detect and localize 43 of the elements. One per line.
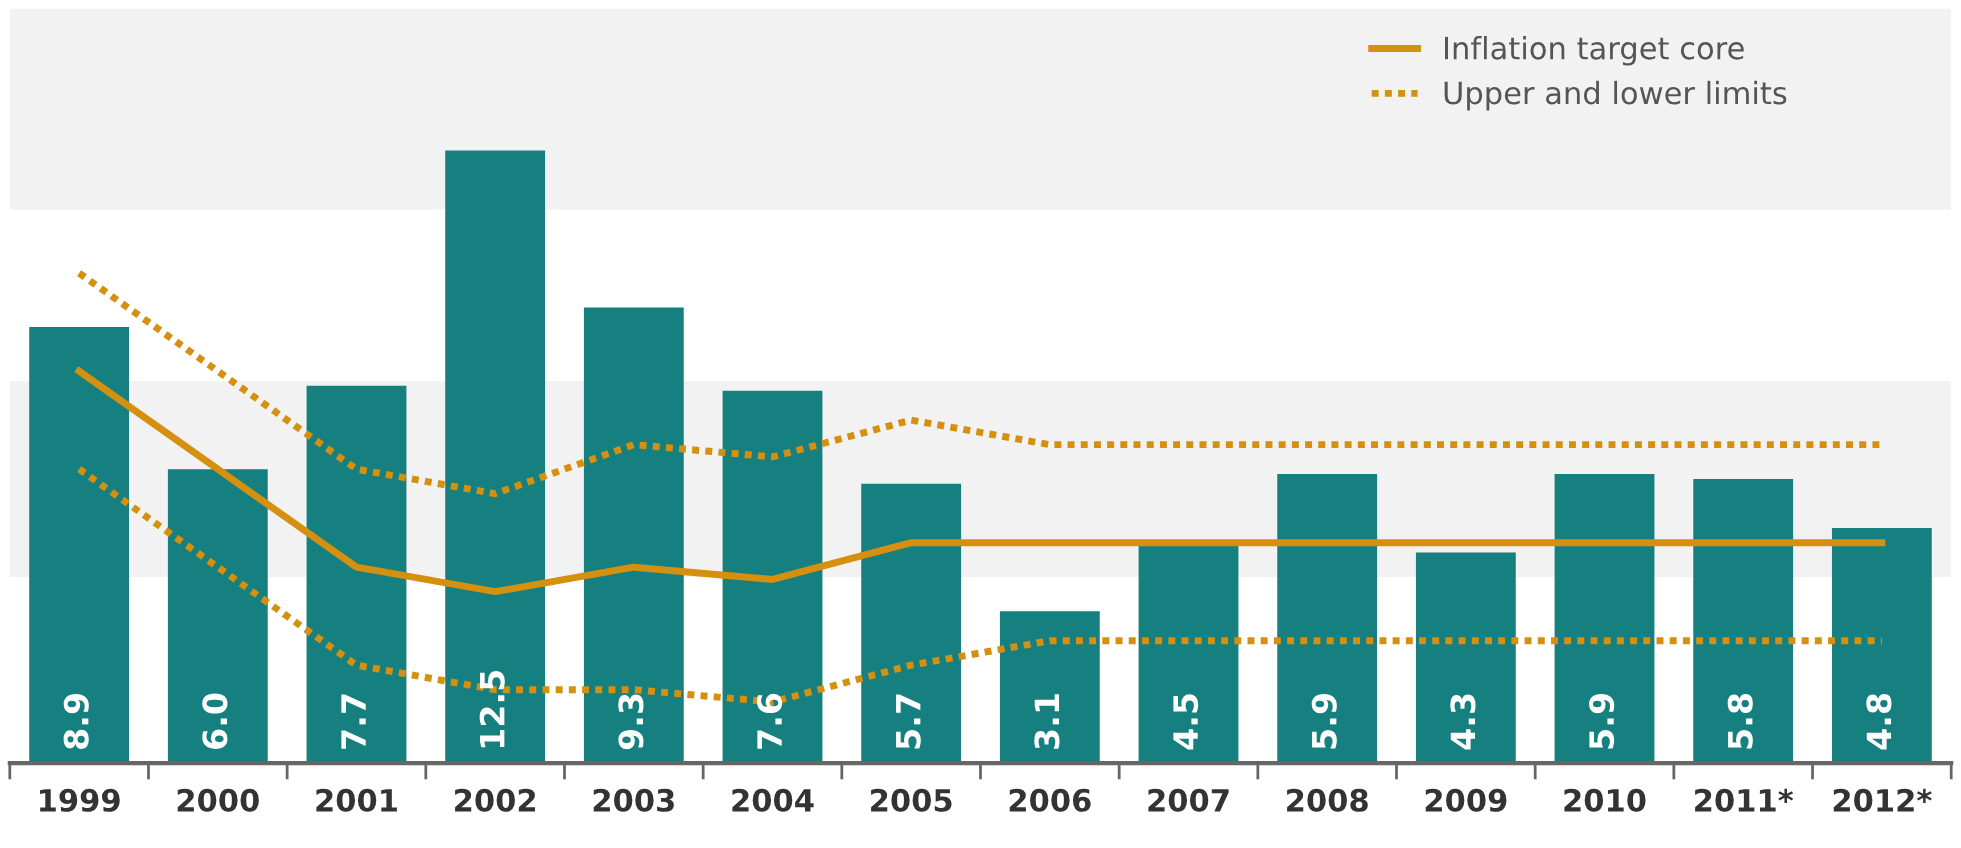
data-label: 4.5 [1173,694,1199,750]
x-tick-label: 2003 [593,788,674,812]
x-tick-label: 1999 [40,788,120,812]
bar [1277,474,1378,764]
bar [1554,474,1655,764]
bar [861,483,962,764]
data-label: 7.7 [341,694,366,749]
x-tick-label: 2001 [316,788,397,812]
data-label: 12.5 [479,671,505,748]
data-label: 5.7 [896,694,921,749]
bar [999,611,1100,764]
data-label: 9.3 [618,694,644,750]
data-label: 4.8 [1866,693,1892,750]
x-tick-label: 2005 [871,788,952,812]
x-tick-label: 2006 [1009,788,1091,812]
x-tick-label: 2011* [1695,788,1794,812]
x-tick-label: 2012* [1833,788,1932,812]
data-label: 5.9 [1589,694,1615,749]
data-label: 5.8 [1727,693,1753,749]
bar [583,307,684,764]
legend-label: Inflation target core [1444,35,1744,66]
data-label: 5.9 [1311,694,1337,749]
bar [722,390,823,764]
bar [1415,552,1516,764]
data-label: 8.9 [63,694,89,749]
data-label: 7.6 [756,693,783,749]
bar [167,469,268,764]
data-label: 3.1 [1034,694,1060,749]
bar [1831,527,1932,764]
x-tick-label: 2000 [177,788,259,812]
bar [29,327,130,764]
x-tick-label: 2002 [455,788,536,812]
bar [306,385,407,764]
legend-label: Upper and lower limits [1444,80,1787,111]
x-tick-label: 2007 [1148,788,1229,812]
x-tick-label: 2008 [1287,788,1368,812]
x-tick-label: 2004 [732,788,814,812]
x-tick-label: 2009 [1425,788,1507,812]
data-label: 4.3 [1450,694,1476,750]
bar [1693,478,1794,764]
bar [445,150,546,764]
data-label: 6.0 [202,693,228,749]
x-tick-label: 2010 [1564,788,1646,812]
